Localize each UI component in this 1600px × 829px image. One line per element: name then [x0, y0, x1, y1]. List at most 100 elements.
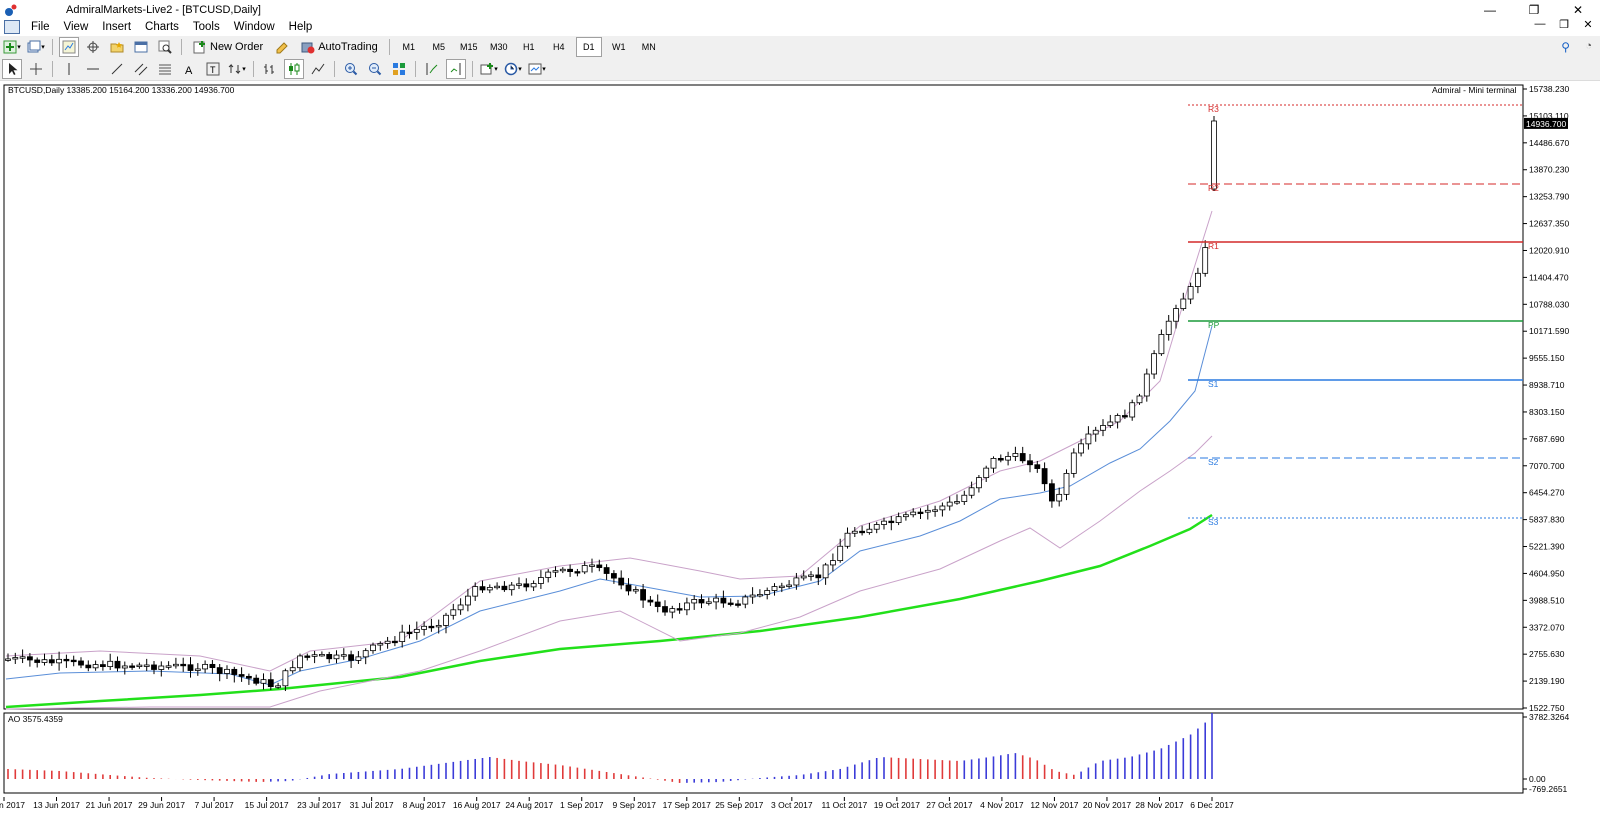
close-button[interactable]: ✕ [1572, 3, 1584, 17]
candle-body [318, 654, 325, 657]
period-m15[interactable]: M15 [459, 42, 478, 52]
candle-body [78, 660, 84, 666]
candle-body [56, 658, 62, 664]
menu-help[interactable]: Help [288, 21, 313, 33]
menu-file[interactable]: File [31, 21, 50, 33]
candle-body [691, 599, 698, 604]
text-button[interactable]: A [179, 59, 199, 79]
bar-chart-button[interactable] [260, 59, 280, 79]
period-mn[interactable]: MN [641, 42, 656, 52]
standard-toolbar: ▾ ▾ New Order AutoTrading M1 M5 M15 M30 … [0, 36, 1600, 59]
separator [181, 39, 182, 55]
search-icon[interactable]: ⚲ [1561, 40, 1570, 54]
candle-body [384, 640, 391, 644]
period-d1[interactable]: D1 [575, 37, 602, 57]
restore-button[interactable]: ❐ [1528, 3, 1540, 17]
period-h1[interactable]: H1 [522, 42, 535, 52]
zoom-in-button[interactable] [341, 59, 361, 79]
price-tick-label: 8303.150 [1529, 407, 1565, 417]
current-price-label: 14936.700 [1526, 119, 1566, 129]
templates-button[interactable]: ▾ [527, 59, 547, 79]
menu-charts[interactable]: Charts [145, 21, 179, 33]
zoom-out-button[interactable] [365, 59, 385, 79]
candle-body [508, 584, 515, 591]
lower-band-line [5, 435, 1213, 710]
candle-body [574, 571, 581, 574]
candle-body [1187, 286, 1194, 300]
menu-window[interactable]: Window [233, 21, 275, 33]
cursor-button[interactable] [2, 59, 22, 79]
chart-shift-button[interactable] [422, 59, 442, 79]
menu-tools[interactable]: Tools [192, 21, 220, 33]
menu-view[interactable]: View [63, 21, 89, 33]
auto-trading-button[interactable]: AutoTrading [296, 37, 383, 57]
period-w1[interactable]: W1 [611, 42, 626, 52]
profiles-button[interactable]: ▾ [26, 37, 46, 57]
title-bar: AdmiralMarkets-Live2 - [BTCUSD,Daily] — … [0, 0, 1600, 20]
minimize-button[interactable]: — [1484, 3, 1496, 17]
metaeditor-button[interactable] [272, 37, 292, 57]
new-chart-button[interactable]: ▾ [2, 37, 22, 57]
crosshair-button[interactable] [26, 59, 46, 79]
candle-body [1063, 472, 1070, 495]
period-h4[interactable]: H4 [552, 42, 565, 52]
autoscroll-button[interactable] [446, 59, 466, 79]
upper-band-line [5, 210, 1213, 672]
period-m5[interactable]: M5 [432, 42, 445, 52]
candle-body [1173, 308, 1179, 322]
terminal-button[interactable] [131, 37, 151, 57]
candle-body [63, 658, 70, 662]
dropdown-arrow-icon: ▾ [518, 66, 522, 73]
plus-icon [3, 40, 17, 54]
menu-insert[interactable]: Insert [102, 21, 132, 33]
candle-body [100, 664, 106, 668]
fibonacci-button[interactable] [155, 59, 175, 79]
zoom-in-icon [345, 63, 358, 76]
candle-body [596, 564, 603, 568]
market-watch-button[interactable] [59, 37, 79, 57]
chart-window[interactable]: 15738.230 15103.110 14486.670 13870.230 1325… [0, 81, 1600, 829]
equidistant-channel-button[interactable] [131, 59, 151, 79]
price-tick-label: 5837.830 [1529, 515, 1565, 525]
new-order-icon [193, 41, 205, 54]
child-close-button[interactable]: ✕ [1583, 19, 1593, 31]
candle-body [1211, 120, 1217, 190]
candle-body [727, 602, 734, 605]
date-tick-label: 19 Oct 2017 [874, 800, 921, 810]
price-chart[interactable]: 15738.230 15103.110 14486.670 13870.230 1325… [0, 81, 1600, 829]
period-m30[interactable]: M30 [489, 42, 508, 52]
candle-body [202, 663, 209, 670]
line-studies-toolbar: A T ▾ ▾ ▾ ▾ [0, 58, 1600, 81]
data-window-button[interactable] [83, 37, 103, 57]
candle-body [1034, 464, 1041, 469]
new-order-button[interactable]: New Order [188, 37, 268, 57]
candle-body [253, 677, 260, 684]
indicators-button[interactable]: ▾ [479, 59, 499, 79]
text-label-button[interactable]: T [203, 59, 223, 79]
vertical-line-button[interactable] [59, 59, 79, 79]
navigator-button[interactable] [107, 37, 127, 57]
candle-body [1158, 334, 1165, 355]
candle-body [538, 577, 544, 584]
period-m1[interactable]: M1 [402, 42, 415, 52]
fibonacci-icon [159, 64, 171, 75]
arrows-button[interactable]: ▾ [227, 59, 247, 79]
date-tick-label: 4 Nov 2017 [980, 800, 1024, 810]
candlestick-button[interactable] [284, 59, 304, 79]
menu-bar: File View Insert Charts Tools Window Hel… [0, 18, 1600, 36]
periods-button[interactable]: ▾ [503, 59, 523, 79]
candle-body [129, 665, 136, 668]
tile-windows-button[interactable] [389, 59, 409, 79]
horizontal-line-button[interactable] [83, 59, 103, 79]
child-minimize-button[interactable]: — [1534, 18, 1546, 30]
candle-body [654, 601, 661, 607]
trendline-button[interactable] [107, 59, 127, 79]
line-chart-button[interactable] [308, 59, 328, 79]
candle-body [567, 568, 573, 572]
chat-icon[interactable]: ◔ [1585, 40, 1592, 52]
candle-body [705, 601, 712, 604]
text-label-icon: T [206, 62, 220, 76]
strategy-tester-button[interactable] [155, 37, 175, 57]
candle-body [5, 658, 11, 661]
child-restore-button[interactable]: ❐ [1559, 19, 1569, 31]
